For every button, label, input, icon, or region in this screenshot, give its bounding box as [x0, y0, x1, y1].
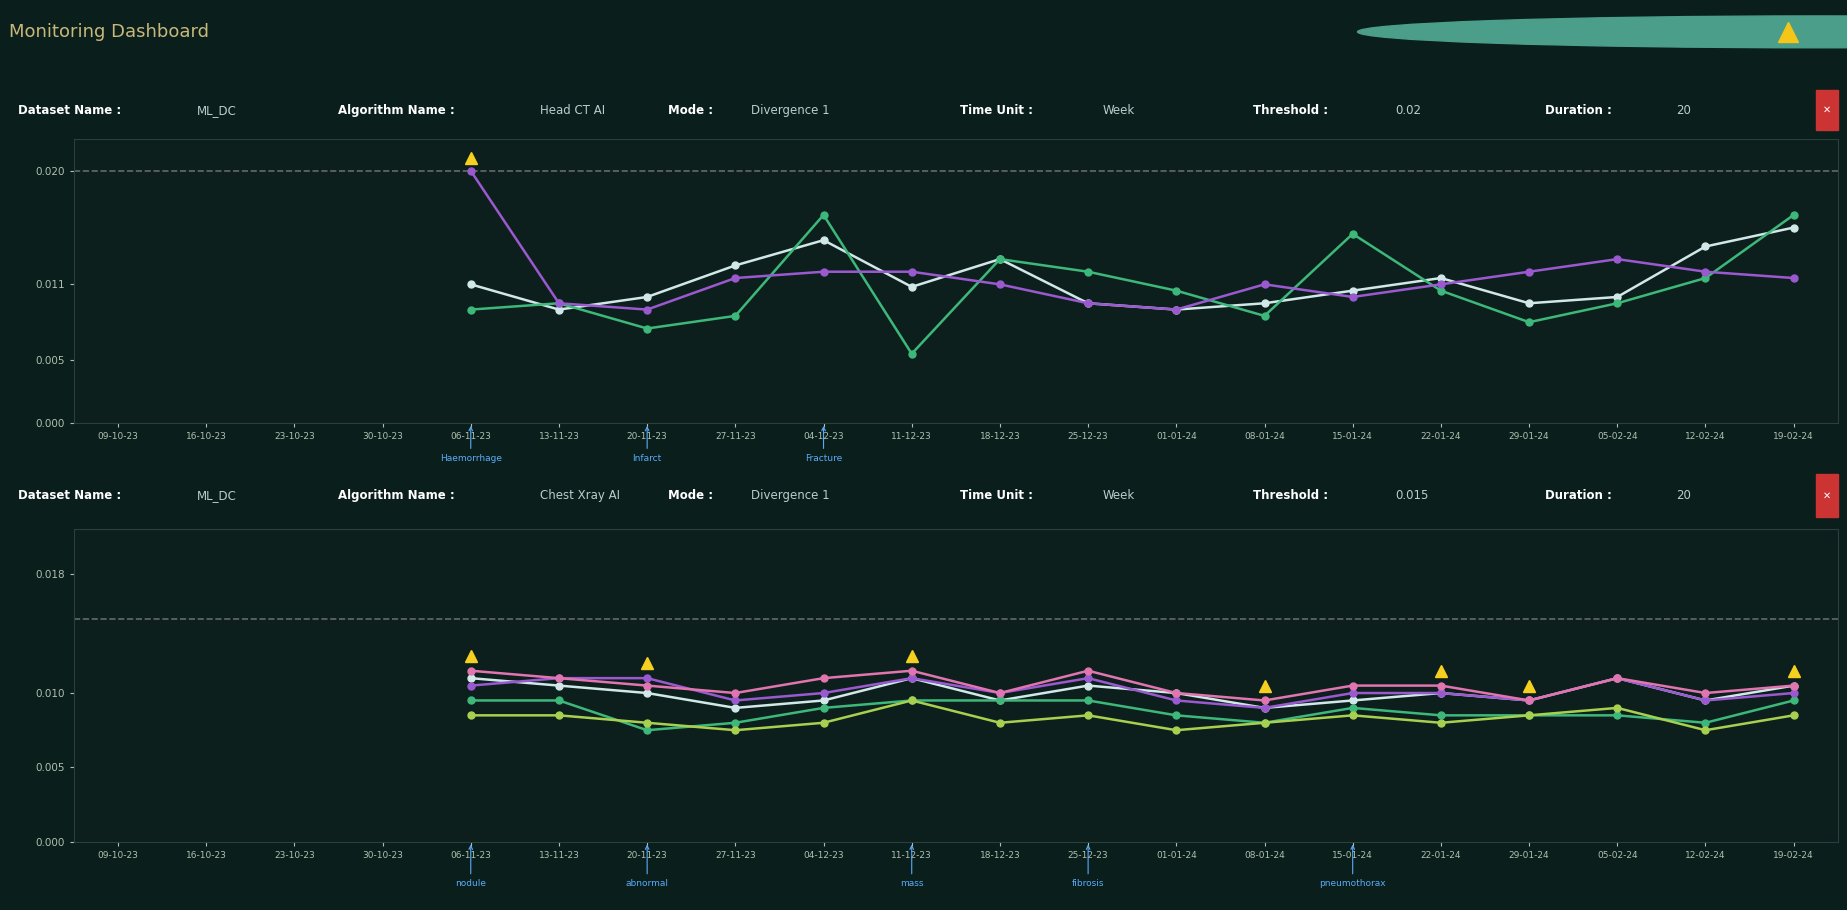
Text: Threshold :: Threshold : [1252, 104, 1332, 116]
Text: ✕: ✕ [1823, 490, 1830, 500]
Text: Mode :: Mode : [667, 489, 717, 502]
Text: Fracture: Fracture [805, 427, 842, 463]
Text: mass: mass [899, 845, 924, 888]
Text: Duration :: Duration : [1546, 104, 1616, 116]
Text: Duration :: Duration : [1546, 489, 1616, 502]
Bar [1816, 474, 1838, 517]
Text: Head CT AI: Head CT AI [541, 104, 606, 116]
Circle shape [1358, 15, 1847, 47]
Text: Algorithm Name :: Algorithm Name : [338, 104, 460, 116]
Text: 0.02: 0.02 [1394, 104, 1420, 116]
Text: Mode :: Mode : [667, 104, 717, 116]
Text: abnormal: abnormal [626, 845, 669, 888]
Text: Monitoring Dashboard: Monitoring Dashboard [9, 23, 209, 41]
Text: 20: 20 [1675, 104, 1690, 116]
Text: ML_DC: ML_DC [196, 489, 236, 502]
Text: Infarct: Infarct [632, 427, 661, 463]
Text: Divergence 1: Divergence 1 [750, 489, 829, 502]
Text: Time Unit :: Time Unit : [960, 104, 1038, 116]
Text: pneumothorax: pneumothorax [1319, 845, 1385, 888]
Text: 0.015: 0.015 [1394, 489, 1428, 502]
Text: Week: Week [1103, 489, 1134, 502]
Text: nodule: nodule [454, 845, 486, 888]
Text: ✕: ✕ [1823, 106, 1830, 115]
Text: Divergence 1: Divergence 1 [750, 104, 829, 116]
Text: Chest Xray AI: Chest Xray AI [541, 489, 621, 502]
Text: Week: Week [1103, 104, 1134, 116]
Text: ML_DC: ML_DC [196, 104, 236, 116]
Bar [1816, 90, 1838, 130]
Text: Dataset Name :: Dataset Name : [18, 489, 126, 502]
Text: 20: 20 [1675, 489, 1690, 502]
Text: Dataset Name :: Dataset Name : [18, 104, 126, 116]
Text: Algorithm Name :: Algorithm Name : [338, 489, 460, 502]
Text: fibrosis: fibrosis [1071, 845, 1105, 888]
Text: Haemorrhage: Haemorrhage [440, 427, 502, 463]
Text: Threshold :: Threshold : [1252, 489, 1332, 502]
Text: Time Unit :: Time Unit : [960, 489, 1038, 502]
